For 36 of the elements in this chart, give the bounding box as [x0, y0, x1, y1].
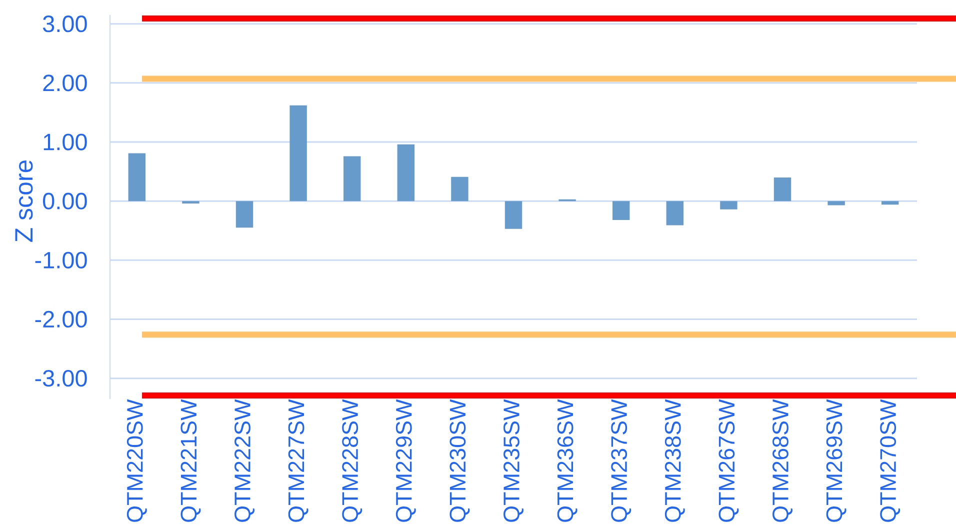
- x-tick-label: QTM238SW: [664, 399, 685, 522]
- bar: [828, 201, 845, 206]
- x-tick-label: QTM221SW: [180, 399, 201, 522]
- x-tick-label: QTM220SW: [126, 399, 147, 522]
- x-tick-label: QTM267SW: [718, 399, 739, 522]
- bar: [451, 176, 468, 202]
- bar: [290, 105, 307, 202]
- bar: [236, 201, 254, 228]
- x-tick-label: QTM229SW: [396, 399, 416, 522]
- y-tick-label: -1.00: [35, 252, 87, 268]
- y-tick-label: -2.00: [35, 310, 87, 328]
- bar: [343, 156, 361, 202]
- x-tick-label: QTM270SW: [880, 399, 900, 522]
- x-tick-label: QTM230SW: [450, 399, 470, 522]
- y-tick-label: 3.00: [42, 16, 87, 32]
- bar: [774, 177, 792, 202]
- y-tick-label: 1.00: [44, 134, 87, 150]
- y-tick-label: -3.00: [35, 370, 87, 387]
- y-axis-title: Z score: [15, 160, 33, 242]
- bar: [128, 153, 146, 202]
- x-tick-label: QTM237SW: [611, 399, 632, 522]
- x-tick-label: QTM236SW: [557, 399, 578, 522]
- y-tick-label: 0.00: [43, 192, 87, 210]
- x-tick-label: QTM227SW: [288, 399, 308, 522]
- bar: [504, 201, 522, 229]
- bar: [612, 201, 630, 220]
- x-tick-label: QTM269SW: [826, 399, 846, 522]
- bar: [397, 144, 415, 202]
- y-tick-label: 2.00: [43, 74, 87, 92]
- x-tick-label: QTM228SW: [342, 399, 362, 522]
- x-tick-label: QTM222SW: [234, 399, 254, 522]
- x-tick-label: QTM268SW: [772, 399, 792, 522]
- x-tick-label: QTM235SW: [504, 399, 524, 522]
- bar: [666, 201, 684, 226]
- bar: [881, 201, 899, 205]
- bar: [720, 201, 738, 210]
